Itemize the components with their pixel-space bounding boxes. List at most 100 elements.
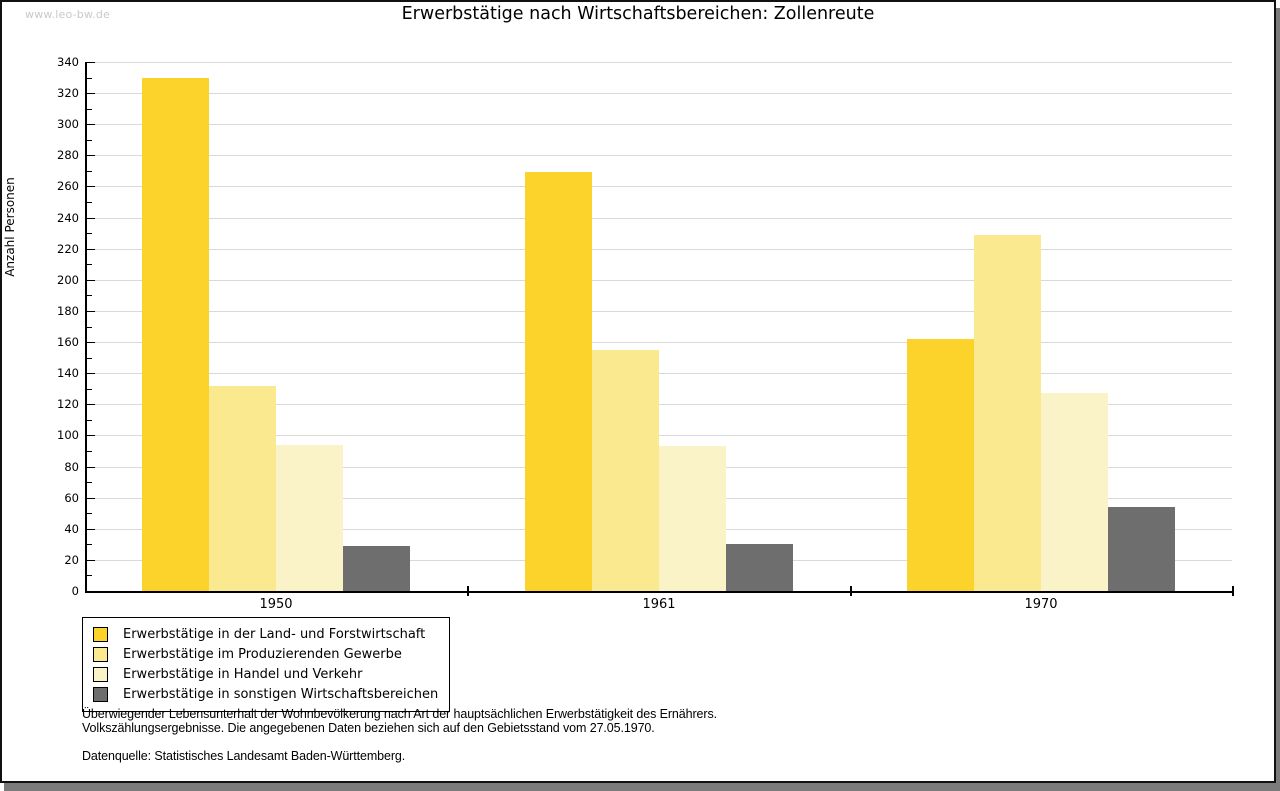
bar-1950-series-4 [343,546,410,591]
legend-swatch-icon [93,646,108,662]
x-axis-line [85,591,1234,593]
bar-1961-series-4 [726,544,793,591]
y-tick-label: 200 [57,273,79,287]
y-gridline [87,155,1232,156]
y-major-tick [87,124,95,125]
footnote-line: Überwiegender Lebensunterhalt der Wohnbe… [82,707,717,721]
y-major-tick [87,342,95,343]
y-major-tick [87,560,95,561]
chart-legend: Erwerbstätige in der Land- und Forstwirt… [82,617,450,712]
y-tick-label: 300 [57,117,79,131]
y-minor-tick [87,78,92,79]
y-major-tick [87,249,95,250]
y-gridline [87,124,1232,125]
y-tick-label: 280 [57,148,79,162]
chart-title: Erwerbstätige nach Wirtschaftsbereichen:… [401,4,875,24]
legend-label: Erwerbstätige in sonstigen Wirtschaftsbe… [123,686,439,702]
y-tick-label: 160 [57,335,79,349]
y-tick-label: 140 [57,366,79,380]
bar-1961-series-2 [592,350,659,591]
chart-footnotes: Überwiegender Lebensunterhalt der Wohnbe… [82,707,717,764]
y-major-tick [87,311,95,312]
legend-row-1: Erwerbstätige in der Land- und Forstwirt… [83,624,449,644]
y-minor-tick [87,389,92,390]
y-minor-tick [87,233,92,234]
y-minor-tick [87,482,92,483]
y-gridline [87,342,1232,343]
y-major-tick [87,280,95,281]
legend-row-2: Erwerbstätige im Produzierenden Gewerbe [83,644,449,664]
y-gridline [87,249,1232,250]
data-source-line: Datenquelle: Statistisches Landesamt Bad… [82,749,406,763]
y-tick-label: 220 [57,242,79,256]
y-tick-label: 80 [64,460,79,474]
y-tick-label: 180 [57,304,79,318]
y-minor-tick [87,264,92,265]
x-axis-tick [1232,586,1234,596]
x-category-label: 1961 [642,597,676,612]
y-tick-label: 260 [57,179,79,193]
y-minor-tick [87,575,92,576]
y-major-tick [87,498,95,499]
y-tick-label: 20 [64,553,79,567]
y-minor-tick [87,140,92,141]
y-minor-tick [87,544,92,545]
y-major-tick [87,155,95,156]
legend-label: Erwerbstätige in Handel und Verkehr [123,666,363,682]
y-major-tick [87,186,95,187]
x-axis-tick [467,586,469,596]
legend-row-4: Erwerbstätige in sonstigen Wirtschaftsbe… [83,684,449,704]
y-tick-label: 0 [71,584,79,598]
y-gridline [87,62,1232,63]
y-major-tick [87,404,95,405]
bar-1950-series-1 [142,78,209,591]
y-tick-label: 340 [57,55,79,69]
y-tick-label: 60 [64,491,79,505]
y-major-tick [87,591,95,592]
bar-1970-series-2 [974,235,1041,591]
y-major-tick [87,435,95,436]
y-major-tick [87,93,95,94]
y-axis-line [85,62,87,593]
y-tick-label: 320 [57,86,79,100]
y-gridline [87,93,1232,94]
legend-row-3: Erwerbstätige in Handel und Verkehr [83,664,449,684]
y-gridline [87,280,1232,281]
bar-1961-series-3 [659,446,726,591]
y-gridline [87,218,1232,219]
legend-swatch-icon [93,666,108,682]
y-minor-tick [87,202,92,203]
legend-swatch-icon [93,626,108,642]
footnote-line: Volkszählungsergebnisse. Die angegebenen… [82,720,655,735]
y-tick-label: 120 [57,397,79,411]
legend-label: Erwerbstätige im Produzierenden Gewerbe [123,646,402,662]
y-minor-tick [87,327,92,328]
y-gridline [87,373,1232,374]
y-major-tick [87,373,95,374]
y-tick-label: 40 [64,522,79,536]
y-minor-tick [87,109,92,110]
y-gridline [87,404,1232,405]
legend-swatch-icon [93,686,108,702]
y-minor-tick [87,513,92,514]
x-category-label: 1970 [1024,597,1058,612]
y-major-tick [87,529,95,530]
y-gridline [87,435,1232,436]
y-minor-tick [87,171,92,172]
y-major-tick [87,62,95,63]
y-major-tick [87,218,95,219]
x-axis-tick [850,586,852,596]
bar-1970-series-4 [1108,507,1175,591]
y-tick-label: 100 [57,428,79,442]
y-minor-tick [87,358,92,359]
bar-1950-series-2 [209,386,276,591]
y-tick-label: 240 [57,211,79,225]
y-minor-tick [87,420,92,421]
bar-1950-series-3 [276,445,343,591]
y-minor-tick [87,451,92,452]
y-gridline [87,186,1232,187]
watermark-leo-bw: www.leo-bw.de [25,8,111,21]
bar-1961-series-1 [525,172,592,591]
bar-1970-series-3 [1041,393,1108,591]
